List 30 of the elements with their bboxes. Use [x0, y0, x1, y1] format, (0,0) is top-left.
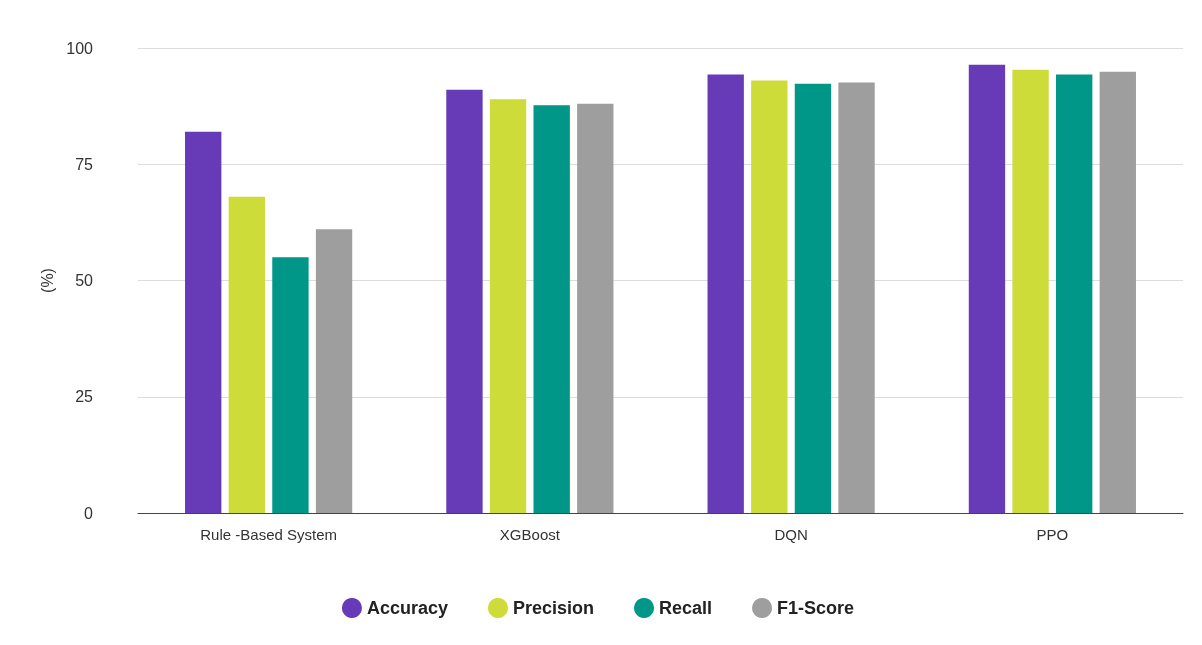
bar	[533, 105, 570, 513]
x-tick-label: DQN	[774, 526, 808, 543]
legend-label: Recall	[659, 598, 713, 618]
bar	[1099, 71, 1136, 513]
legend-label: F1-Score	[777, 598, 855, 618]
bar	[446, 89, 483, 513]
y-tick-label: 100	[66, 39, 94, 57]
x-tick-label: Rule -Based System	[200, 526, 337, 543]
legend-label: Accuracy	[366, 598, 448, 618]
bar	[751, 80, 788, 513]
bar	[489, 99, 527, 513]
y-tick-label: 75	[75, 155, 94, 173]
bar	[315, 229, 353, 513]
x-tick-label: PPO	[1036, 526, 1069, 543]
bar	[838, 82, 875, 513]
y-axis-title: (%)	[38, 268, 56, 293]
bar	[1056, 74, 1093, 513]
y-tick-label: 0	[84, 504, 94, 522]
bar	[577, 103, 614, 513]
bar	[1012, 69, 1049, 513]
x-tick-label: XGBoost	[499, 526, 561, 543]
bar	[185, 131, 222, 513]
bar	[794, 83, 832, 513]
bar	[707, 74, 744, 513]
y-tick-label: 50	[75, 272, 94, 289]
y-tick-label: 25	[75, 388, 94, 406]
legend-label: Precision	[512, 598, 595, 618]
bar	[272, 257, 309, 513]
bar	[228, 196, 265, 513]
bar	[968, 64, 1006, 513]
